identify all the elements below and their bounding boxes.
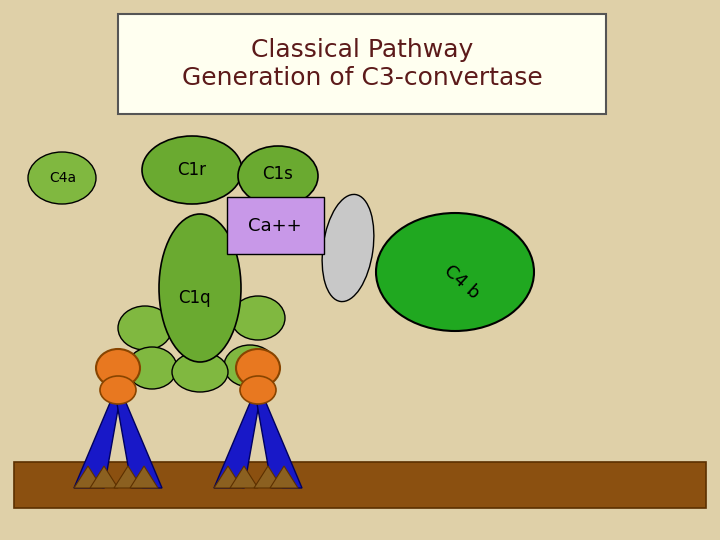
Ellipse shape bbox=[159, 214, 241, 362]
Text: Ca++: Ca++ bbox=[248, 217, 302, 235]
Ellipse shape bbox=[238, 146, 318, 206]
FancyBboxPatch shape bbox=[227, 197, 324, 254]
Ellipse shape bbox=[240, 376, 276, 404]
Text: Classical Pathway
Generation of C3-convertase: Classical Pathway Generation of C3-conve… bbox=[181, 38, 542, 90]
Polygon shape bbox=[230, 466, 258, 488]
Text: C1r: C1r bbox=[178, 161, 207, 179]
Ellipse shape bbox=[142, 136, 242, 204]
Ellipse shape bbox=[231, 296, 285, 340]
Polygon shape bbox=[256, 398, 302, 488]
Polygon shape bbox=[270, 466, 298, 488]
Ellipse shape bbox=[100, 376, 136, 404]
Polygon shape bbox=[116, 398, 162, 488]
Polygon shape bbox=[254, 466, 282, 488]
Ellipse shape bbox=[236, 349, 280, 387]
Polygon shape bbox=[130, 466, 158, 488]
Text: C4a: C4a bbox=[50, 171, 76, 185]
Ellipse shape bbox=[322, 194, 374, 301]
Text: C1s: C1s bbox=[263, 165, 294, 183]
Ellipse shape bbox=[127, 347, 177, 389]
Ellipse shape bbox=[118, 306, 172, 350]
Ellipse shape bbox=[172, 352, 228, 392]
Ellipse shape bbox=[376, 213, 534, 331]
Polygon shape bbox=[74, 398, 120, 488]
Polygon shape bbox=[214, 398, 260, 488]
Text: C4 b: C4 b bbox=[441, 261, 483, 302]
FancyBboxPatch shape bbox=[118, 14, 606, 114]
Ellipse shape bbox=[96, 349, 140, 387]
Polygon shape bbox=[114, 466, 142, 488]
FancyBboxPatch shape bbox=[14, 462, 706, 508]
Polygon shape bbox=[90, 466, 118, 488]
Text: C1q: C1q bbox=[178, 289, 210, 307]
Polygon shape bbox=[74, 466, 102, 488]
Polygon shape bbox=[214, 466, 242, 488]
Ellipse shape bbox=[28, 152, 96, 204]
Ellipse shape bbox=[224, 345, 276, 387]
